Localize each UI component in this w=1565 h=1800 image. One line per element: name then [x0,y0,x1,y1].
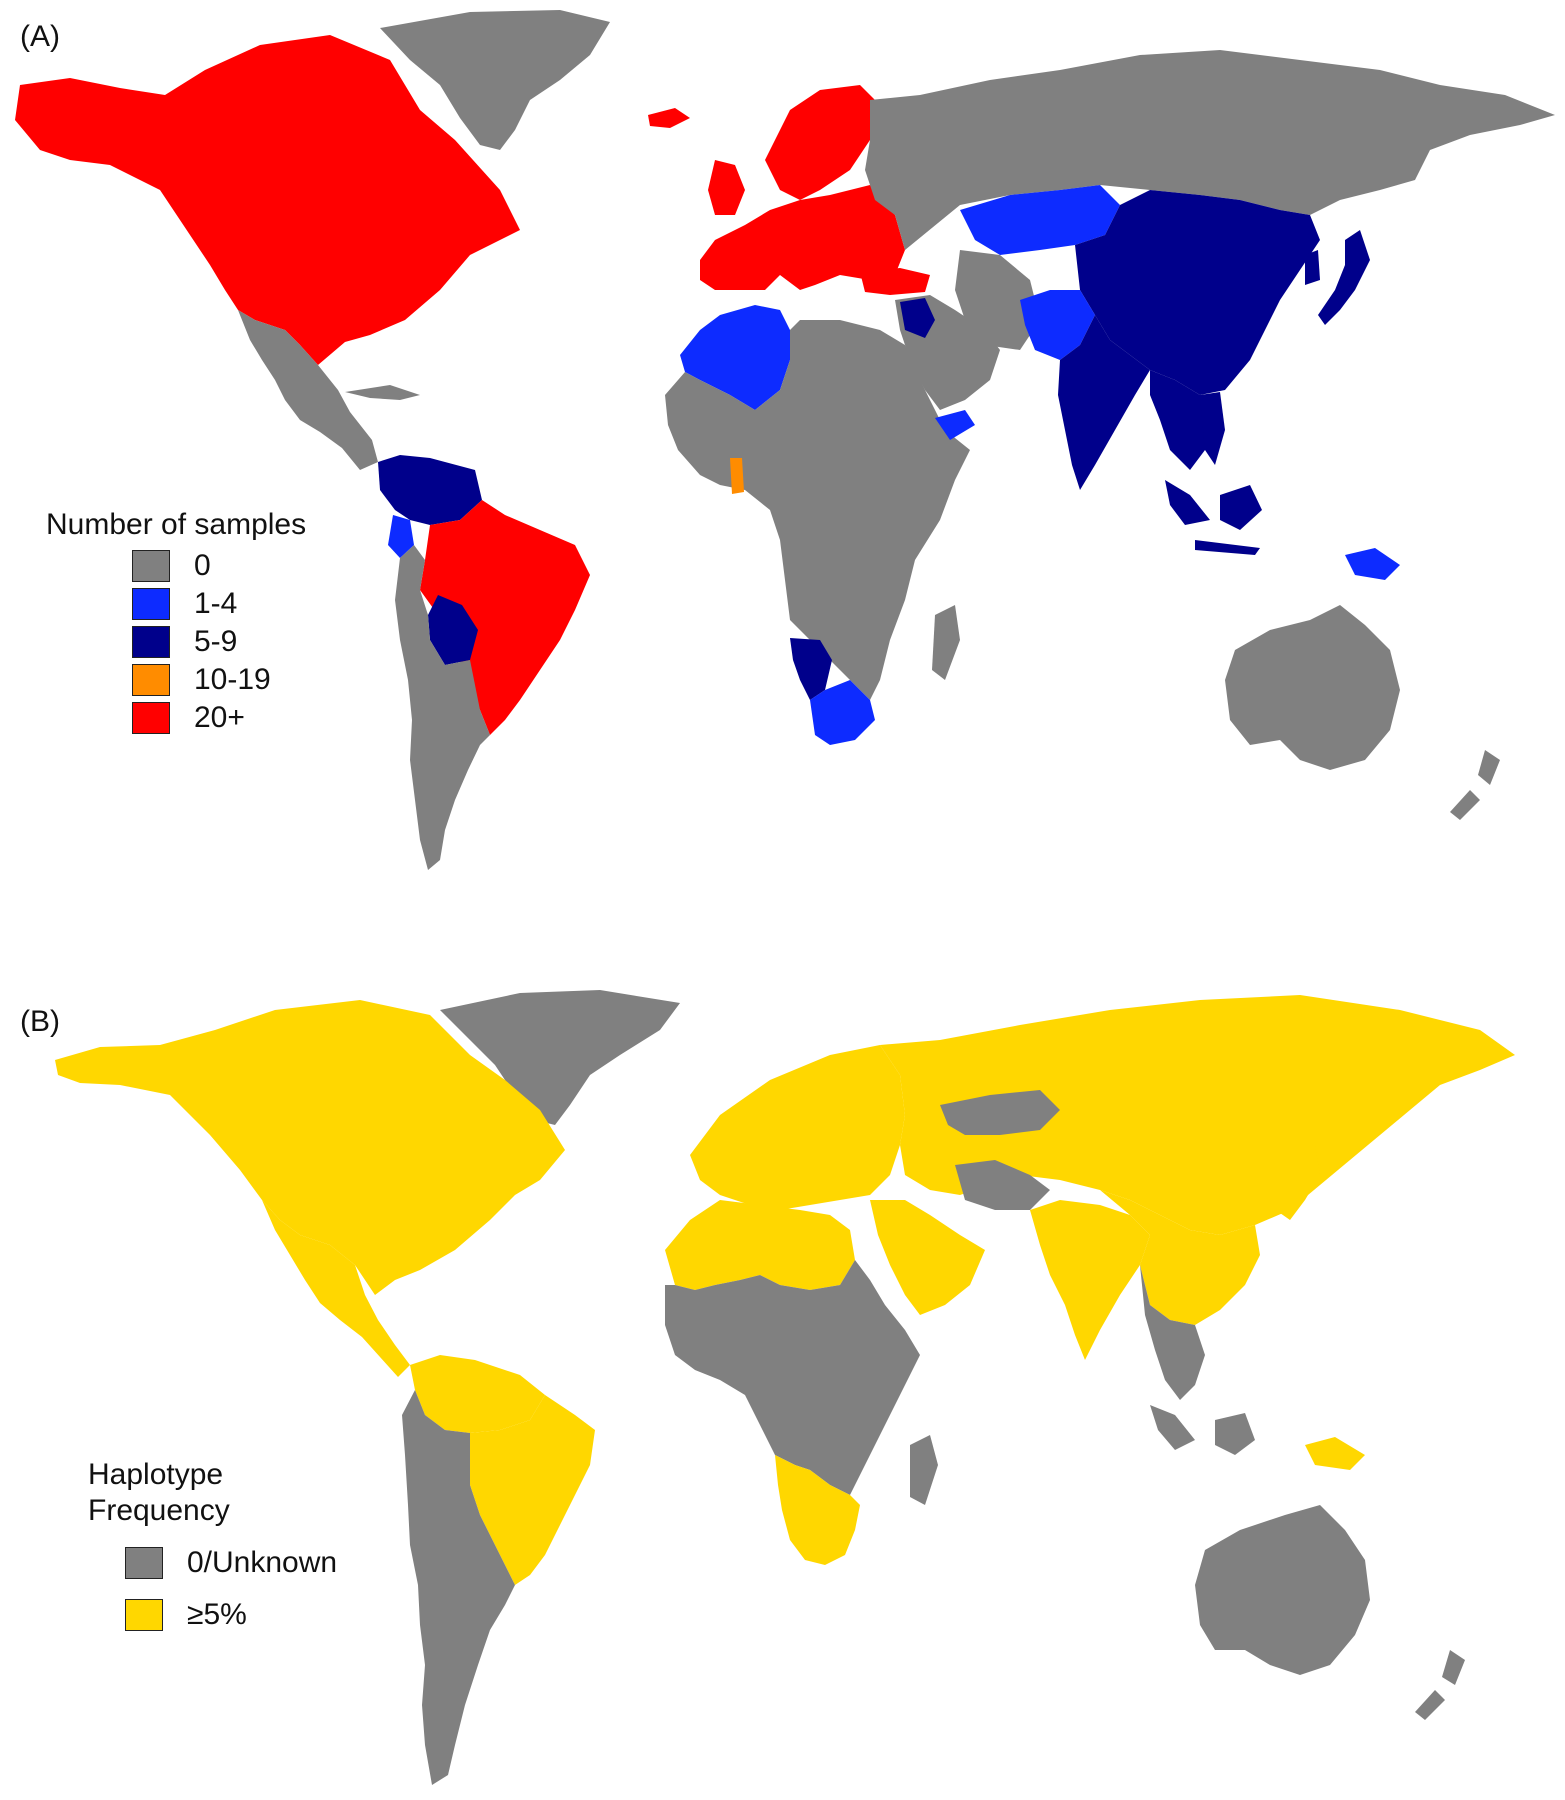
region-turkey [860,268,930,295]
region-china [1075,190,1320,395]
region-china [1100,1190,1260,1325]
region-central-america [262,1200,410,1377]
region-nigeria [730,458,744,494]
legend-label: 5-9 [194,625,238,658]
region-borneo [1220,485,1262,530]
region-greenland [440,990,680,1125]
legend-swatch [132,588,170,620]
region-greenland [380,10,610,150]
region-kazakhstan [940,1090,1060,1135]
region-india [1030,1200,1150,1360]
world-map-haplotype [55,990,1515,1785]
region-indonesia [1165,480,1210,525]
region-north-america [55,1000,565,1295]
region-japan [1318,230,1370,325]
region-korea [1305,250,1320,285]
region-papua-new-guinea [1345,548,1400,580]
region-brazil [420,500,590,735]
legend-label: 10-19 [194,663,271,696]
panel-a: (A) Number of samples 0 1-4 5-9 10-19 2 [15,10,1555,870]
region-java [1195,540,1260,555]
region-india [1058,315,1150,490]
region-southern-africa [775,1455,860,1565]
region-madagascar [932,605,960,680]
panel-b: (B) Haplotype Frequency 0/Unknown ≥5% [0,985,1565,1800]
region-north-america [15,35,520,365]
region-russia-asia [880,995,1515,1235]
region-southeast-asia [1140,1265,1205,1400]
region-central-africa [665,1260,920,1495]
region-south-africa [810,680,875,745]
legend-item: 1-4 [132,585,306,623]
map-legend: Haplotype Frequency 0/Unknown ≥5% [88,1457,337,1641]
legend-label: 0 [194,549,211,582]
region-madagascar [910,1435,938,1505]
legend-label: ≥5% [187,1598,247,1631]
legend-item: 0 [132,547,306,585]
legend-item: 5-9 [132,623,306,661]
region-new-zealand-south [1450,790,1480,820]
legend-swatch [132,550,170,582]
region-africa-rest [665,320,970,700]
legend-swatch [132,664,170,696]
region-cuba [345,385,420,400]
region-iran [955,250,1040,350]
region-new-zealand [1478,750,1500,785]
region-colombia-venezuela [378,455,482,525]
legend-swatch [125,1599,163,1631]
legend-swatch [132,702,170,734]
region-south-america-north [410,1355,545,1433]
region-australia [1225,605,1400,770]
region-pakistan [1020,290,1095,360]
region-borneo [1215,1413,1255,1455]
region-kazakhstan [960,185,1120,255]
legend-label: 20+ [194,701,245,734]
legend-label: 0/Unknown [187,1546,338,1579]
region-europe [690,1045,905,1210]
region-scandinavia [765,85,875,200]
region-vietnam [1200,392,1225,465]
region-iceland [648,108,690,128]
region-south-america-rest [395,545,490,870]
region-bolivia [428,595,478,665]
legend-swatch [125,1547,163,1579]
legend-title: Number of samples [46,508,307,541]
legend-item: 10-19 [132,661,306,699]
region-europe [700,185,905,290]
region-southeast-asia [1150,370,1215,470]
legend-item: 0/Unknown [125,1537,337,1589]
region-uk [708,160,745,215]
legend-item: ≥5% [125,1589,337,1641]
map-legend: Number of samples 0 1-4 5-9 10-19 20+ [46,507,306,737]
legend-item: 20+ [132,699,306,737]
world-map-samples [15,10,1555,870]
region-yemen [935,410,975,440]
region-brazil [470,1395,595,1585]
region-peru-chile-argentina [402,1390,515,1785]
region-iran [955,1160,1050,1210]
region-north-africa [665,1200,855,1290]
region-levant [900,298,935,338]
region-new-zealand [1442,1650,1465,1685]
region-russia [865,50,1555,250]
region-indonesia [1150,1405,1195,1450]
legend-title-line: Frequency [88,1494,230,1527]
region-arabia [870,1200,985,1315]
region-namibia [790,638,832,700]
region-japan [1280,1145,1320,1220]
legend-swatch [132,626,170,658]
region-papua-new-guinea [1305,1437,1365,1470]
region-new-zealand-south [1415,1690,1445,1720]
region-australia [1195,1505,1370,1675]
panel-label: (A) [20,20,60,53]
legend-title-line: Haplotype [88,1458,224,1491]
panel-label: (B) [20,1005,60,1038]
region-central-america [238,310,378,470]
region-ecuador [388,515,414,558]
legend-label: 1-4 [194,587,238,620]
